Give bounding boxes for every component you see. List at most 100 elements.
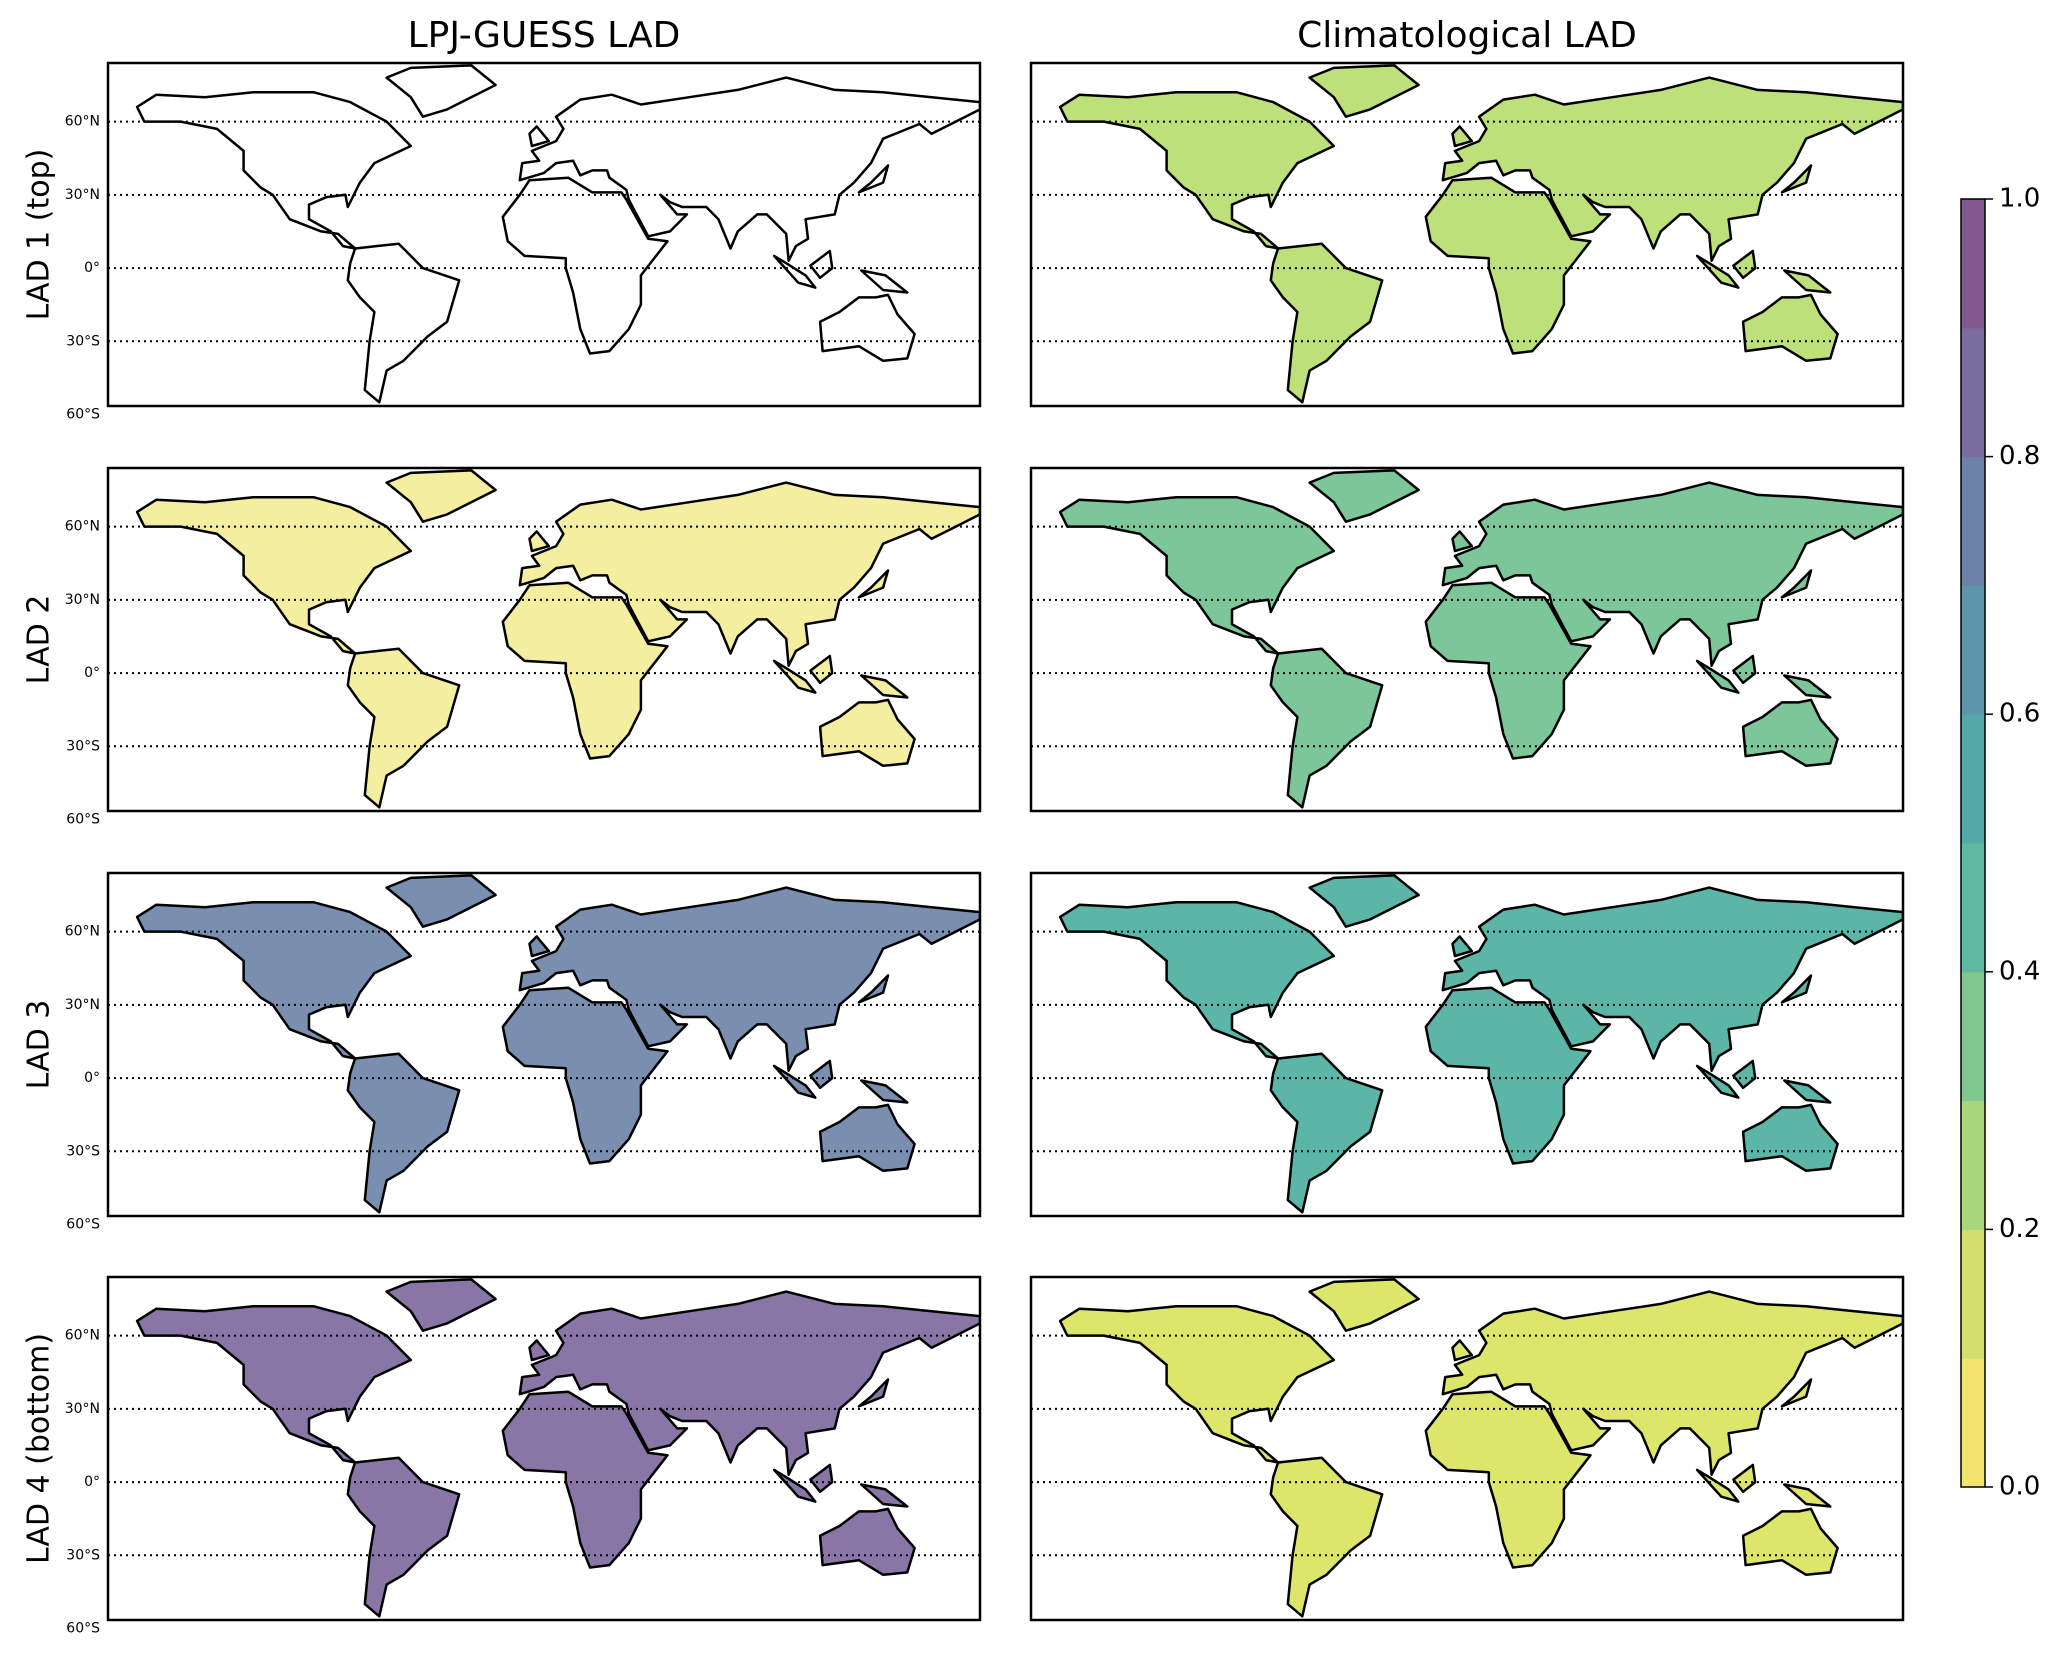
continent	[385, 469, 497, 523]
continent	[1058, 496, 1336, 655]
lat-tick-label: 60°N	[65, 1328, 100, 1344]
land	[1058, 874, 1903, 1214]
continent	[528, 935, 551, 958]
continent	[1308, 1278, 1420, 1332]
continent	[809, 654, 834, 685]
continent	[860, 269, 909, 294]
panel-frame	[106, 871, 982, 1218]
land	[135, 469, 980, 809]
continent	[135, 901, 413, 1060]
continent	[1732, 1463, 1757, 1494]
colorbar-segment	[1961, 199, 1985, 329]
panel-frame	[1029, 61, 1905, 408]
colorbar-segment	[1961, 1358, 1985, 1488]
lat-tick-label: 0°	[84, 1070, 100, 1086]
continent	[860, 674, 909, 699]
continent	[135, 91, 413, 250]
map-panel: 60°N 30°N 0° 30°S 60°S	[65, 466, 982, 828]
continent	[1783, 1483, 1832, 1508]
continent	[1269, 1456, 1384, 1618]
continent	[1441, 481, 1903, 667]
continent	[528, 530, 551, 553]
lat-tick-label: 30°N	[65, 1401, 100, 1417]
continent	[501, 176, 669, 355]
panel-frame	[106, 61, 982, 408]
continent	[528, 125, 551, 148]
lat-tick-label: 60°N	[65, 114, 100, 130]
continent	[1441, 76, 1903, 262]
continent	[1424, 1390, 1592, 1569]
row-label: LAD 3	[22, 1000, 57, 1090]
colorbar-segment	[1961, 1229, 1985, 1359]
continent	[1780, 974, 1813, 1004]
land	[135, 1278, 980, 1618]
panel-frame	[1029, 1275, 1905, 1622]
lat-tick-label: 60°N	[65, 924, 100, 940]
lat-tick-label: 0°	[84, 260, 100, 276]
row-label: LAD 2	[22, 595, 57, 685]
continent	[1741, 1507, 1839, 1577]
continent	[385, 64, 497, 118]
continent	[1732, 249, 1757, 280]
continent	[818, 1507, 916, 1577]
continent	[1308, 64, 1420, 118]
continent	[772, 1468, 817, 1503]
land	[135, 874, 980, 1214]
continent	[1780, 164, 1813, 194]
continent	[1695, 1468, 1740, 1503]
continent	[1695, 1064, 1740, 1099]
colorbar-segment	[1961, 456, 1985, 586]
row-label: LAD 4 (bottom)	[22, 1333, 57, 1564]
colorbar-tick-label: 0.6	[1999, 699, 2040, 729]
lat-tick-label: 30°N	[65, 592, 100, 608]
continent	[1058, 91, 1336, 250]
continent	[772, 659, 817, 694]
map-panel	[1029, 466, 1905, 813]
colorbar-tick-label: 0.8	[1999, 441, 2040, 471]
continent	[860, 1483, 909, 1508]
continent	[1451, 935, 1474, 958]
continent	[1780, 1378, 1813, 1408]
land	[1058, 1278, 1903, 1618]
lat-tick-label: 30°S	[66, 333, 100, 349]
continent	[857, 164, 890, 194]
continent	[1783, 674, 1832, 699]
continent	[1780, 569, 1813, 599]
map-panel: 60°N 30°N 0° 30°S 60°S	[65, 871, 982, 1233]
continent	[1741, 1103, 1839, 1173]
lat-tick-label: 30°N	[65, 997, 100, 1013]
continent	[857, 974, 890, 1004]
continent	[818, 698, 916, 768]
continent	[1741, 698, 1839, 768]
continent	[1424, 986, 1592, 1165]
continent	[857, 1378, 890, 1408]
continent	[385, 1278, 497, 1332]
continent	[1269, 242, 1384, 404]
continent	[1783, 269, 1832, 294]
lat-tick-label: 60°S	[66, 407, 100, 423]
continent	[1783, 1079, 1832, 1104]
continent	[1058, 901, 1336, 1060]
continent	[1269, 647, 1384, 809]
column-title: LPJ-GUESS LAD	[408, 15, 681, 56]
panel-frame	[1029, 871, 1905, 1218]
panel-frame	[1029, 466, 1905, 813]
colorbar-tick-label: 1.0	[1999, 184, 2040, 214]
continent	[135, 1305, 413, 1464]
continent	[1308, 469, 1420, 523]
lat-tick-label: 0°	[84, 1474, 100, 1490]
continent	[346, 1456, 461, 1618]
panel-frame	[106, 1275, 982, 1622]
lat-tick-label: 30°S	[66, 1547, 100, 1563]
continent	[860, 1079, 909, 1104]
land	[1058, 64, 1903, 404]
map-panel: 60°N 30°N 0° 30°S 60°S	[65, 61, 982, 423]
continent	[818, 1103, 916, 1173]
continent	[1695, 254, 1740, 289]
continent	[346, 242, 461, 404]
continent	[809, 1463, 834, 1494]
continent	[346, 647, 461, 809]
continent	[518, 481, 980, 667]
colorbar-segment	[1961, 971, 1985, 1102]
lat-tick-label: 60°N	[65, 519, 100, 535]
